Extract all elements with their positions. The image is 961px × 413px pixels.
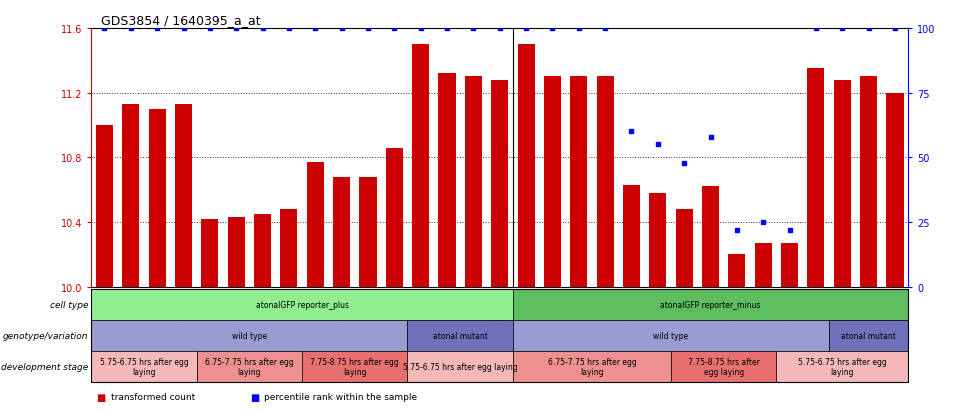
Bar	[807, 69, 825, 287]
Text: ▶: ▶	[89, 363, 97, 370]
Text: ▶: ▶	[89, 332, 97, 339]
Bar	[228, 218, 245, 287]
Text: percentile rank within the sample: percentile rank within the sample	[264, 392, 417, 401]
Bar	[385, 148, 403, 287]
Text: 7.75-8.75 hrs after
egg laying: 7.75-8.75 hrs after egg laying	[688, 357, 759, 376]
Bar	[96, 126, 113, 287]
Text: cell type: cell type	[50, 300, 88, 309]
Text: 6.75-7.75 hrs after egg
laying: 6.75-7.75 hrs after egg laying	[205, 357, 294, 376]
Text: transformed count: transformed count	[111, 392, 195, 401]
Text: wild type: wild type	[232, 331, 267, 340]
Bar	[781, 244, 799, 287]
Bar	[570, 77, 587, 287]
Bar	[281, 209, 298, 287]
Text: atonalGFP reporter_minus: atonalGFP reporter_minus	[660, 300, 761, 309]
Bar	[359, 177, 377, 287]
Text: atonal mutant: atonal mutant	[841, 331, 896, 340]
Text: 5.75-6.75 hrs after egg laying: 5.75-6.75 hrs after egg laying	[403, 362, 518, 371]
Bar	[597, 77, 614, 287]
Text: 6.75-7.75 hrs after egg
laying: 6.75-7.75 hrs after egg laying	[548, 357, 636, 376]
Text: atonal mutant: atonal mutant	[432, 331, 487, 340]
Text: ■: ■	[250, 392, 259, 402]
Bar	[122, 105, 139, 287]
Bar	[544, 77, 561, 287]
Bar	[465, 77, 481, 287]
Bar	[491, 81, 508, 287]
Bar	[149, 109, 165, 287]
Bar	[307, 163, 324, 287]
Bar	[702, 187, 719, 287]
Text: ▶: ▶	[89, 301, 97, 308]
Bar	[201, 219, 218, 287]
Bar	[650, 193, 666, 287]
Bar	[175, 105, 192, 287]
Text: GDS3854 / 1640395_a_at: GDS3854 / 1640395_a_at	[101, 14, 260, 27]
Bar	[754, 244, 772, 287]
Bar	[886, 93, 903, 287]
Bar	[623, 185, 640, 287]
Bar	[254, 214, 271, 287]
Bar	[860, 77, 877, 287]
Bar	[676, 209, 693, 287]
Bar	[412, 45, 430, 287]
Text: 5.75-6.75 hrs after egg
laying: 5.75-6.75 hrs after egg laying	[798, 357, 887, 376]
Bar	[518, 45, 534, 287]
Text: ■: ■	[96, 392, 106, 402]
Text: development stage: development stage	[1, 362, 88, 371]
Bar	[438, 74, 456, 287]
Bar	[333, 177, 350, 287]
Text: 5.75-6.75 hrs after egg
laying: 5.75-6.75 hrs after egg laying	[100, 357, 188, 376]
Text: 7.75-8.75 hrs after egg
laying: 7.75-8.75 hrs after egg laying	[310, 357, 399, 376]
Bar	[728, 255, 746, 287]
Text: wild type: wild type	[653, 331, 689, 340]
Text: genotype/variation: genotype/variation	[3, 331, 88, 340]
Text: atonalGFP reporter_plus: atonalGFP reporter_plus	[256, 300, 349, 309]
Bar	[834, 81, 850, 287]
